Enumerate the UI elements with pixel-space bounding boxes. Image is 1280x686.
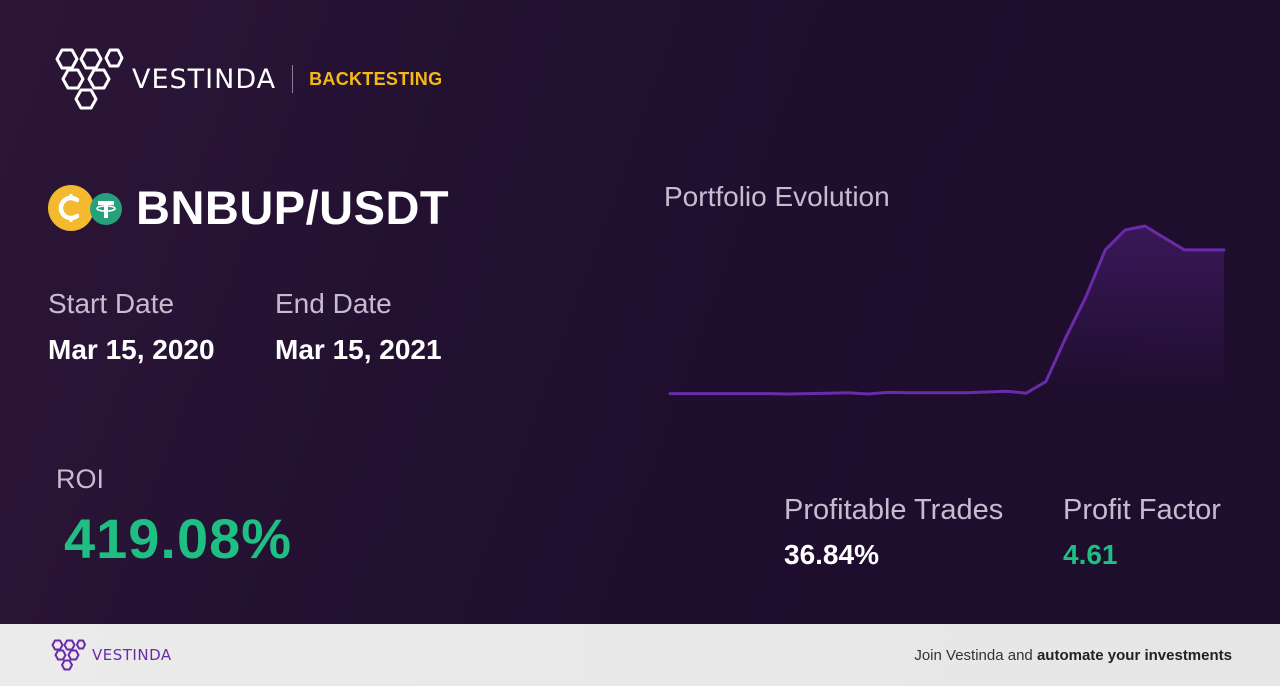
footer-brand-name: VESTINDA	[92, 646, 172, 664]
footer-cta-bold: automate your investments	[1036, 646, 1232, 664]
brand-name: VESTINDA	[132, 63, 277, 95]
end-date-value: Mar 15, 2021	[275, 334, 442, 365]
pair-name: BNBUP/USDT	[136, 181, 450, 234]
roi-label: ROI	[56, 464, 105, 494]
pair-icons	[48, 183, 128, 233]
profitable-trades-label: Profitable Trades	[784, 494, 1004, 526]
tether-icon	[90, 192, 122, 225]
footer-logo[interactable]: VESTINDA	[48, 638, 172, 672]
start-date-value: Mar 15, 2020	[48, 334, 215, 365]
trading-pair: BNBUP/USDT	[48, 180, 449, 235]
portfolio-area	[1045, 226, 1224, 394]
brand-tag: BACKTESTING	[309, 68, 443, 89]
footer-cta[interactable]: Join Vestinda and automate your investme…	[914, 647, 1232, 664]
start-date: Start Date Mar 15, 2020	[48, 288, 215, 366]
header-logo[interactable]: VESTINDA BACKTESTING	[48, 46, 442, 112]
roi-value: 419.08%	[64, 507, 293, 570]
end-date: End Date Mar 15, 2021	[275, 288, 442, 366]
bnbup-coin-icon	[48, 184, 94, 231]
portfolio-chart	[668, 224, 1226, 396]
portfolio-line	[668, 224, 1226, 396]
profit-factor-label: Profit Factor	[1063, 494, 1221, 526]
vestinda-logo-icon	[51, 639, 86, 671]
profitable-trades-value: 36.84%	[784, 539, 879, 570]
footer-bar: VESTINDA Join Vestinda and automate your…	[0, 624, 1280, 686]
end-date-label: End Date	[275, 288, 392, 319]
brand-divider	[292, 65, 294, 93]
chart-title: Portfolio Evolution	[664, 181, 890, 212]
footer-cta-prefix: Join Vestinda and	[914, 646, 1037, 664]
profitable-trades: Profitable Trades 36.84%	[784, 494, 1003, 571]
profit-factor: Profit Factor 4.61	[1063, 494, 1221, 571]
vestinda-logo-icon	[55, 48, 124, 110]
start-date-label: Start Date	[48, 288, 175, 319]
profit-factor-value: 4.61	[1063, 539, 1118, 570]
backtest-card: VESTINDA BACKTESTING BNBUP/USDT Start Da…	[0, 0, 1280, 624]
